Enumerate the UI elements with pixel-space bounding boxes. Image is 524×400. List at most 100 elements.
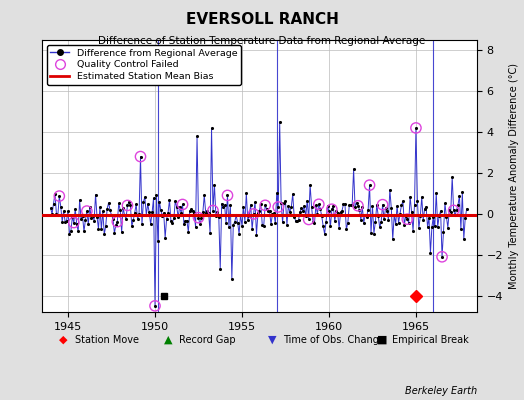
- Point: [187, 206, 195, 212]
- Point: [331, 218, 339, 224]
- Point: [264, 208, 272, 214]
- Point: [130, 210, 139, 216]
- Point: [212, 213, 220, 219]
- Point: [423, 224, 432, 230]
- Point: [170, 215, 178, 221]
- Point: [194, 214, 203, 221]
- Point: [365, 182, 374, 188]
- Point: [399, 198, 407, 204]
- Point: [235, 231, 243, 237]
- Text: Record Gap: Record Gap: [179, 335, 236, 345]
- Point: [115, 200, 123, 207]
- Text: ▼: ▼: [268, 335, 277, 345]
- Point: [283, 221, 291, 228]
- Point: [410, 202, 419, 208]
- Point: [216, 266, 224, 272]
- Point: [458, 189, 466, 196]
- Point: [104, 200, 113, 206]
- Point: [254, 210, 262, 216]
- Point: [439, 228, 447, 235]
- Legend: Difference from Regional Average, Quality Control Failed, Estimated Station Mean: Difference from Regional Average, Qualit…: [47, 45, 241, 85]
- Point: [178, 201, 187, 208]
- Point: [138, 221, 146, 228]
- Point: [352, 199, 361, 206]
- Point: [165, 197, 173, 203]
- Point: [106, 207, 114, 214]
- Point: [132, 201, 140, 208]
- Point: [345, 202, 354, 208]
- Point: [418, 194, 426, 200]
- Point: [374, 212, 383, 219]
- Point: [140, 194, 149, 200]
- Point: [300, 203, 309, 209]
- Point: [281, 198, 290, 204]
- Point: [302, 213, 310, 220]
- Point: [355, 206, 364, 213]
- Point: [332, 207, 341, 214]
- Point: [55, 193, 63, 199]
- Point: [244, 217, 252, 223]
- Point: [74, 228, 82, 234]
- Point: [225, 223, 233, 230]
- Point: [341, 200, 349, 207]
- Point: [107, 212, 116, 218]
- Point: [364, 207, 373, 213]
- Point: [81, 217, 90, 223]
- Point: [164, 210, 172, 216]
- Point: [328, 206, 336, 212]
- Point: [239, 204, 248, 210]
- Point: [172, 204, 181, 210]
- Point: [151, 303, 159, 309]
- Point: [128, 223, 136, 229]
- Point: [152, 192, 161, 198]
- Point: [229, 222, 237, 228]
- Text: Difference of Station Temperature Data from Regional Average: Difference of Station Temperature Data f…: [99, 36, 425, 46]
- Point: [204, 210, 213, 216]
- Point: [213, 209, 222, 215]
- Point: [255, 208, 264, 214]
- Point: [145, 209, 154, 216]
- Point: [167, 218, 175, 224]
- Point: [112, 222, 120, 228]
- Point: [436, 208, 445, 214]
- Point: [83, 208, 91, 214]
- Point: [113, 218, 122, 225]
- Point: [190, 210, 198, 217]
- Point: [60, 208, 68, 214]
- Point: [313, 210, 322, 217]
- Point: [159, 210, 168, 216]
- Point: [180, 221, 188, 228]
- Point: [148, 209, 156, 216]
- Point: [354, 202, 362, 209]
- Point: [161, 234, 169, 241]
- Point: [96, 204, 104, 210]
- Point: [351, 204, 359, 211]
- Point: [393, 202, 401, 209]
- Point: [72, 221, 81, 227]
- Point: [420, 206, 429, 212]
- Point: [259, 222, 268, 229]
- Point: [265, 208, 274, 215]
- Point: [323, 202, 332, 209]
- Point: [378, 202, 387, 208]
- Point: [155, 198, 163, 205]
- Point: [445, 207, 453, 213]
- Point: [125, 199, 133, 206]
- Point: [438, 254, 446, 260]
- Point: [176, 203, 184, 210]
- Point: [139, 199, 148, 205]
- Point: [129, 217, 137, 224]
- Point: [322, 218, 330, 225]
- Point: [277, 200, 286, 206]
- Point: [370, 230, 378, 237]
- Point: [344, 220, 352, 226]
- Point: [325, 208, 333, 215]
- Point: [193, 133, 201, 139]
- Point: [368, 203, 377, 209]
- Point: [384, 216, 392, 223]
- Point: [85, 203, 94, 210]
- Point: [299, 208, 307, 214]
- Point: [52, 211, 61, 217]
- Point: [189, 208, 197, 214]
- Point: [321, 231, 329, 237]
